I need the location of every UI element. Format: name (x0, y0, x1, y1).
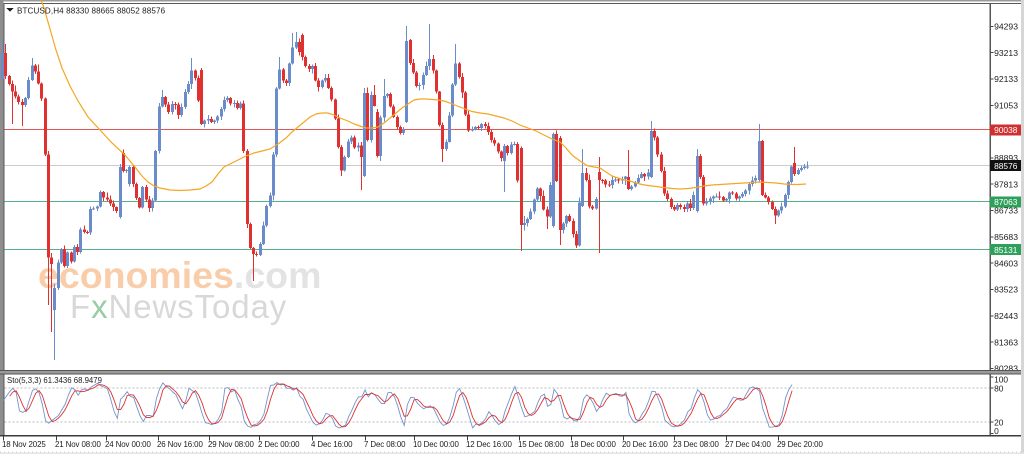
svg-text:24 Nov 00:00: 24 Nov 00:00 (105, 440, 151, 449)
svg-text:91053: 91053 (994, 101, 1018, 111)
svg-text:23 Dec 08:00: 23 Dec 08:00 (673, 440, 719, 449)
svg-text:12 Dec 16:00: 12 Dec 16:00 (466, 440, 512, 449)
svg-text:4 Dec 16:00: 4 Dec 16:00 (311, 440, 353, 449)
svg-text:81363: 81363 (994, 337, 1018, 347)
svg-text:85131: 85131 (994, 245, 1018, 255)
svg-text:90038: 90038 (994, 125, 1018, 135)
svg-text:85683: 85683 (994, 232, 1018, 242)
svg-text:87063: 87063 (994, 197, 1018, 207)
svg-text:86733: 86733 (994, 206, 1018, 216)
svg-text:18 Dec 00:00: 18 Dec 00:00 (570, 440, 616, 449)
svg-text:88893: 88893 (994, 153, 1018, 163)
svg-text:FxNewsToday: FxNewsToday (70, 288, 287, 325)
svg-text:7 Dec 08:00: 7 Dec 08:00 (364, 440, 406, 449)
svg-text:29 Dec 20:00: 29 Dec 20:00 (777, 440, 823, 449)
svg-text:92133: 92133 (994, 74, 1018, 84)
svg-text:21 Nov 08:00: 21 Nov 08:00 (55, 440, 101, 449)
svg-text:0: 0 (994, 426, 999, 436)
svg-text:BTCUSD,H4 88330 88665 88052 8: BTCUSD,H4 88330 88665 88052 88576 (17, 7, 166, 16)
svg-text:84603: 84603 (994, 258, 1018, 268)
svg-text:18 Nov 2025: 18 Nov 2025 (2, 440, 46, 449)
svg-text:27 Dec 04:00: 27 Dec 04:00 (725, 440, 771, 449)
svg-text:29 Nov 08:00: 29 Nov 08:00 (208, 440, 254, 449)
svg-text:Sto(5,3,3) 61.3436 68.9479: Sto(5,3,3) 61.3436 68.9479 (7, 376, 102, 385)
svg-text:26 Nov 16:00: 26 Nov 16:00 (157, 440, 203, 449)
svg-text:87813: 87813 (994, 179, 1018, 189)
svg-text:20: 20 (994, 417, 1004, 427)
svg-text:80: 80 (994, 383, 1004, 393)
svg-text:93213: 93213 (994, 48, 1018, 58)
svg-text:economies.com: economies.com (38, 254, 321, 296)
svg-text:15 Dec 08:00: 15 Dec 08:00 (518, 440, 564, 449)
svg-text:2 Dec 00:00: 2 Dec 00:00 (258, 440, 300, 449)
svg-text:20 Dec 16:00: 20 Dec 16:00 (622, 440, 668, 449)
svg-text:88576: 88576 (994, 161, 1018, 171)
svg-text:10 Dec 00:00: 10 Dec 00:00 (413, 440, 459, 449)
svg-text:83523: 83523 (994, 285, 1018, 295)
svg-text:80283: 80283 (994, 364, 1018, 374)
svg-text:100: 100 (994, 375, 1008, 385)
svg-text:94293: 94293 (994, 22, 1018, 32)
svg-text:82443: 82443 (994, 311, 1018, 321)
